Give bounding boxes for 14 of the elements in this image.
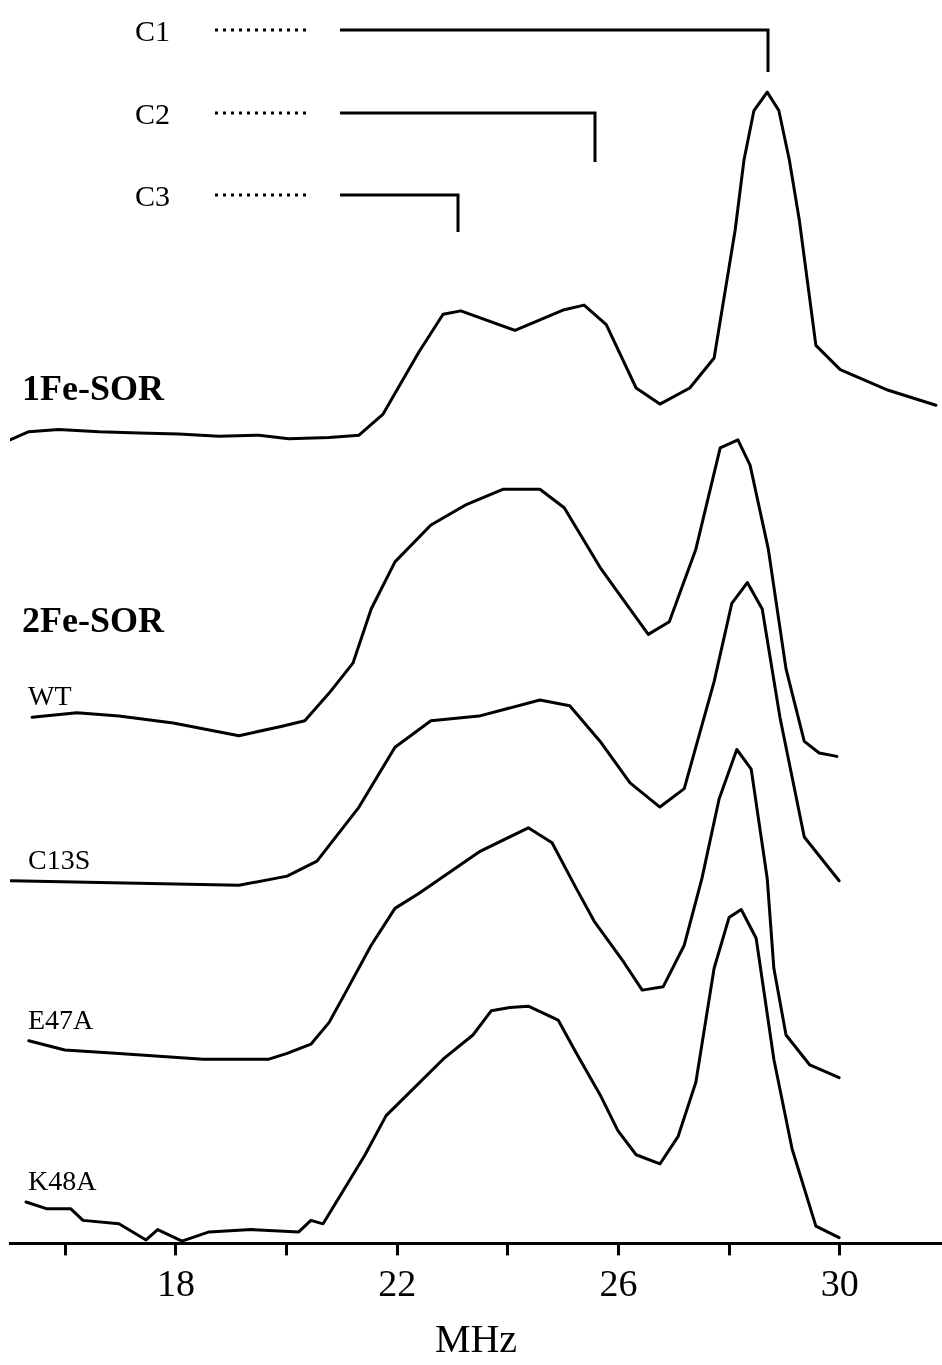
x-tick-label: 18 (156, 1262, 195, 1305)
series-label: WT (28, 680, 72, 712)
annotation: C2 (135, 97, 171, 130)
text: C1 (135, 14, 171, 47)
x-tick-label: 30 (820, 1262, 859, 1305)
series-label: 1Fe-SOR (22, 367, 165, 408)
x-tick-label: 22 (378, 1262, 417, 1305)
annotation: 2Fe-SOR (22, 600, 165, 641)
x-axis-title: MHz (434, 1315, 518, 1361)
x-tick-label: 26 (599, 1262, 638, 1305)
series-label: E47A (28, 1003, 95, 1035)
series-label: C13S (28, 843, 91, 875)
series-label: K48A (28, 1164, 98, 1196)
annotation: C3 (135, 179, 171, 212)
